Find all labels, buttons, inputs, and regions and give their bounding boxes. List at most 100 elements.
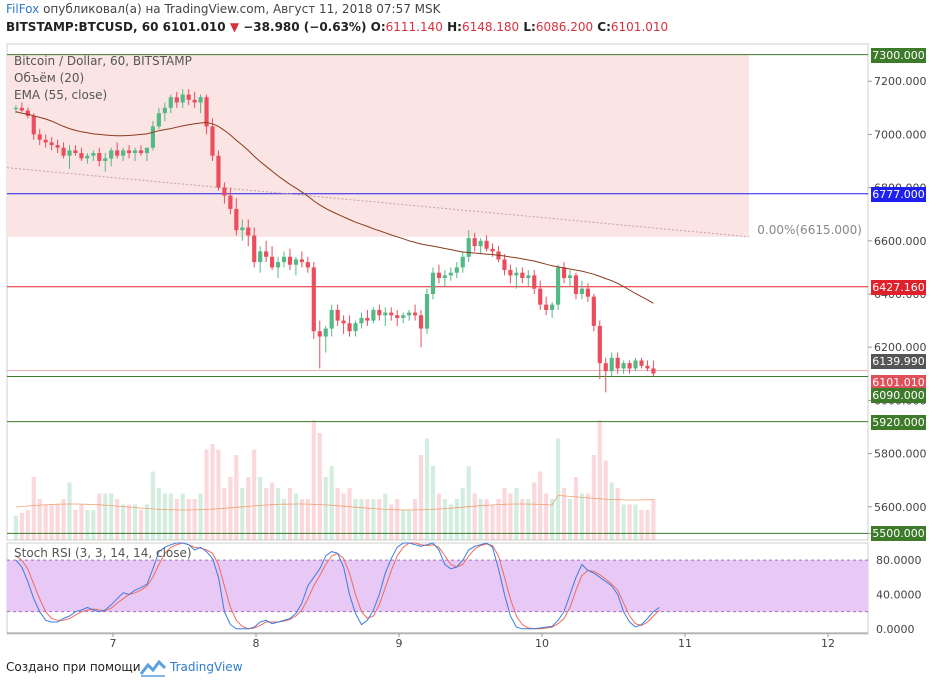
candle-body — [585, 288, 590, 297]
tradingview-link[interactable]: TradingView — [170, 660, 243, 674]
volume-bar — [550, 499, 555, 540]
volume-bar — [407, 510, 412, 540]
volume-bar — [198, 493, 203, 540]
volume-bars — [13, 420, 656, 540]
x-tick-label: 9 — [396, 637, 403, 650]
volume-bar — [97, 493, 102, 540]
candle-body — [121, 150, 126, 156]
candle-body — [162, 107, 167, 114]
publisher-link[interactable]: FilFox — [6, 2, 40, 16]
volume-bar — [567, 499, 573, 540]
volume-bar — [299, 499, 304, 540]
candle-body — [168, 97, 173, 108]
volume-bar — [270, 482, 275, 540]
volume-bar — [371, 499, 376, 540]
volume-bar — [174, 499, 179, 540]
down-arrow-icon: ▼ — [229, 20, 240, 34]
candle-body — [79, 153, 84, 159]
candle-body — [91, 153, 96, 156]
candle-body — [252, 235, 257, 263]
legend-title: Bitcoin / Dollar, 60, BITSTAMP — [14, 54, 192, 68]
candle-body — [329, 309, 334, 329]
stoch-band — [7, 560, 868, 612]
candle-body — [132, 150, 138, 154]
volume-bar — [645, 510, 650, 540]
candle-body — [228, 195, 233, 209]
volume-bar — [37, 499, 42, 540]
volume-bar — [389, 504, 394, 540]
candle-body — [448, 272, 453, 276]
volume-bar — [264, 488, 269, 540]
volume-bar — [609, 482, 614, 540]
volume-bar — [73, 510, 78, 540]
candle-body — [454, 267, 459, 273]
candle-body — [395, 315, 400, 318]
legend-stoch: Stoch RSI (3, 3, 14, 14, close) — [14, 546, 192, 560]
candle-body — [436, 272, 442, 279]
candle-body — [502, 259, 507, 271]
trend-line — [6, 167, 750, 238]
candles — [13, 89, 656, 393]
volume-bar — [556, 438, 561, 540]
candle-body — [389, 312, 394, 316]
volume-bar — [627, 504, 632, 540]
candle-body — [31, 115, 36, 135]
volume-bar — [478, 499, 483, 540]
volume-bar — [484, 499, 489, 540]
volume-bar — [49, 504, 54, 540]
candle-body — [240, 227, 245, 231]
volume-bar — [43, 504, 48, 540]
volume-bar — [329, 466, 334, 540]
volume-bar — [413, 499, 418, 540]
volume-bar — [514, 488, 519, 540]
high-value: 6148.180 — [461, 20, 520, 34]
candle-body — [97, 153, 102, 162]
candle-body — [633, 360, 638, 369]
fib-label: 0.00%(6615.000) — [757, 223, 862, 237]
candle-body — [19, 107, 24, 111]
volume-bar — [150, 471, 156, 540]
volume-bar — [526, 499, 531, 540]
x-tick-label: 11 — [678, 637, 692, 650]
candle-body — [591, 296, 596, 326]
y-tick-label: 7000.000 — [874, 128, 927, 141]
volume-bar — [246, 477, 251, 540]
volume-bar — [561, 488, 567, 540]
volume-bar — [383, 493, 388, 540]
candle-body — [264, 251, 269, 257]
candle-body — [25, 110, 30, 116]
candle-body — [627, 363, 632, 369]
candle-body — [466, 238, 471, 257]
volume-bar — [210, 444, 215, 540]
candle-body — [424, 293, 430, 329]
volume-bar — [162, 493, 167, 540]
volume-bar — [258, 477, 263, 540]
volume-bar — [132, 504, 138, 540]
volume-ma-line — [15, 495, 654, 511]
volume-bar — [61, 499, 66, 540]
candle-body — [311, 267, 316, 332]
open-label: O: — [370, 20, 386, 34]
candle-body — [621, 363, 626, 369]
close-label: C: — [597, 20, 611, 34]
candle-body — [645, 365, 650, 369]
volume-bar — [156, 488, 161, 540]
price-badge: 5920.000 — [871, 414, 926, 430]
candle-body — [567, 275, 573, 279]
candle-body — [180, 94, 185, 103]
volume-bar — [436, 493, 442, 540]
candle-body — [299, 259, 304, 263]
candle-body — [508, 270, 513, 276]
volume-bar — [454, 499, 459, 540]
candle-body — [198, 97, 203, 103]
volume-bar — [353, 499, 358, 540]
volume-bar — [448, 504, 453, 540]
volume-bar — [472, 493, 477, 540]
candle-body — [204, 97, 209, 127]
volume-bar — [168, 493, 173, 540]
symbol-label: BITSTAMP:BTCUSD, 60 — [6, 20, 159, 34]
candle-body — [37, 134, 42, 140]
candle-body — [258, 251, 263, 263]
volume-bar — [579, 493, 585, 540]
